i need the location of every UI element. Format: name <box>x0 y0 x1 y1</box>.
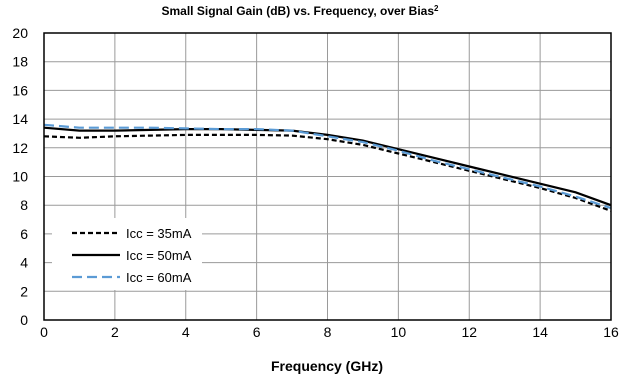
x-tick-label: 4 <box>182 324 190 340</box>
x-tick-label: 14 <box>532 324 548 340</box>
x-tick-label: 6 <box>253 324 261 340</box>
y-tick-label: 12 <box>12 140 28 156</box>
x-tick-label: 8 <box>324 324 332 340</box>
y-tick-label: 20 <box>12 25 28 41</box>
x-tick-label: 0 <box>40 324 48 340</box>
plot-border <box>43 32 612 321</box>
x-tick-label: 12 <box>461 324 477 340</box>
x-tick-label: 2 <box>111 324 119 340</box>
chart-title-superscript: 2 <box>434 4 439 13</box>
y-tick-label: 2 <box>20 283 28 299</box>
legend-label-1: Icc = 35mA <box>126 226 192 241</box>
series-line-3 <box>43 123 612 210</box>
legend-label-2: Icc = 50mA <box>126 248 192 263</box>
chart-title-text: Small Signal Gain (dB) vs. Frequency, ov… <box>162 4 435 18</box>
y-tick-label: 0 <box>20 312 28 328</box>
y-tick-label: 6 <box>20 226 28 242</box>
chart-title: Small Signal Gain (dB) vs. Frequency, ov… <box>162 4 440 18</box>
y-tick-label: 18 <box>12 54 28 70</box>
y-tick-label: 16 <box>12 82 28 98</box>
ticks-layer: 0 2 4 6 8 10 12 14 16 0 2 4 6 8 10 12 14 16 18 20 <box>12 25 619 340</box>
x-axis-label: Frequency (GHz) <box>271 358 383 374</box>
x-tick-label: 16 <box>603 324 619 340</box>
series-line-2 <box>43 126 612 207</box>
y-tick-label: 10 <box>12 169 28 185</box>
legend-label-3: Icc = 60mA <box>126 270 192 285</box>
series-line-1 <box>43 133 612 212</box>
y-tick-label: 14 <box>12 111 28 127</box>
series-layer <box>43 123 612 212</box>
y-tick-label: 4 <box>20 255 28 271</box>
legend: Icc = 35mA Icc = 50mA Icc = 60mA <box>52 218 202 290</box>
x-tick-label: 10 <box>391 324 407 340</box>
y-tick-label: 8 <box>20 197 28 213</box>
